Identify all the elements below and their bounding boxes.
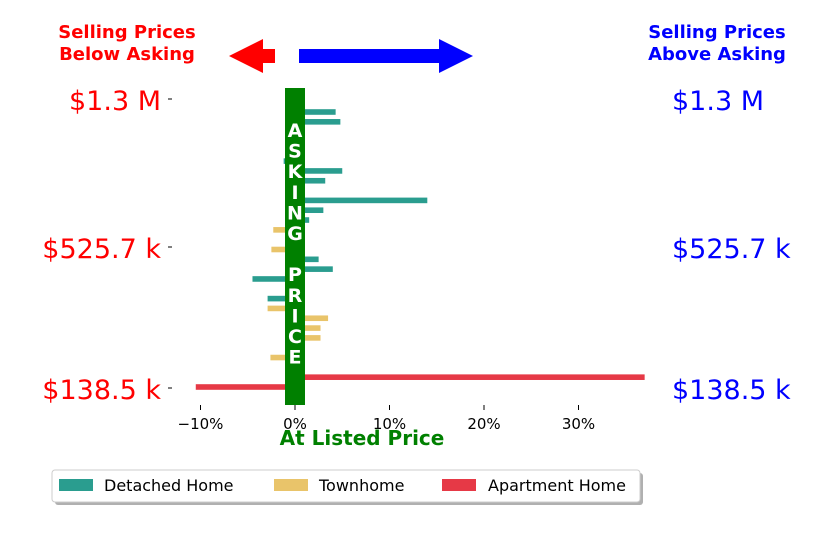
asking-letter: I	[291, 305, 298, 327]
bar-townhome	[295, 325, 321, 331]
bars-group	[195, 109, 645, 390]
right-arrow-icon	[299, 39, 473, 73]
legend-label-apartment: Apartment Home	[488, 476, 626, 495]
bar-detached-home	[295, 168, 343, 174]
asking-letter: A	[288, 120, 303, 142]
price-left-mid: $525.7 k	[42, 234, 161, 265]
asking-letter: K	[288, 161, 304, 183]
header-left-line1: Selling Prices	[58, 22, 195, 43]
legend-swatch-townhome	[274, 479, 308, 491]
price-right-bottom: $138.5 k	[672, 375, 791, 406]
bar-detached-home	[295, 197, 428, 204]
xtick-label: 0%	[283, 415, 307, 433]
header-left-line2: Below Asking	[59, 44, 195, 65]
bar-detached-home	[295, 109, 336, 115]
bar-apartment-home	[195, 384, 295, 390]
price-left-top: $1.3 M	[69, 86, 161, 117]
bar-townhome	[270, 354, 295, 361]
bar-detached-home	[295, 119, 341, 125]
legend: Detached Home Townhome Apartment Home	[51, 469, 643, 505]
bar-detached-home	[295, 177, 326, 184]
xtick-label: 20%	[467, 415, 500, 433]
asking-letter: P	[288, 264, 302, 286]
price-right-top: $1.3 M	[672, 86, 764, 117]
bar-detached-home	[295, 256, 319, 263]
asking-letter: R	[288, 285, 303, 307]
asking-letter: N	[287, 202, 303, 224]
xtick-label: 30%	[562, 415, 595, 433]
asking-letter: G	[287, 223, 303, 245]
asking-price-bar	[285, 88, 305, 405]
left-arrow-icon	[229, 39, 275, 73]
price-left-bottom: $138.5 k	[42, 375, 161, 406]
bar-detached-home	[267, 295, 295, 302]
legend-box	[51, 469, 641, 503]
bar-apartment-home	[295, 374, 645, 380]
asking-letter: S	[288, 141, 302, 163]
asking-letter: I	[291, 182, 298, 204]
xtick-label: 10%	[373, 415, 406, 433]
bar-detached-home	[295, 266, 333, 272]
header-right-line1: Selling Prices	[648, 22, 785, 43]
bar-townhome	[295, 315, 329, 322]
x-axis: −10% 0% 10% 20% 30%	[178, 405, 595, 433]
price-right-mid: $525.7 k	[672, 234, 791, 265]
bar-townhome	[271, 246, 295, 253]
legend-swatch-apartment	[442, 479, 476, 491]
asking-letter: C	[288, 326, 302, 348]
at-listed-price-label: At Listed Price	[280, 426, 445, 450]
legend-label-townhome: Townhome	[318, 476, 404, 495]
header-right-line2: Above Asking	[648, 44, 786, 65]
legend-swatch-detached	[59, 479, 93, 491]
bar-townhome	[295, 335, 321, 341]
bar-townhome	[267, 305, 295, 312]
asking-letter: E	[289, 347, 302, 369]
bar-townhome	[273, 227, 295, 233]
bar-detached-home	[295, 207, 324, 214]
xtick-label: −10%	[178, 415, 224, 433]
legend-label-detached: Detached Home	[104, 476, 234, 495]
bar-detached-home	[252, 276, 295, 282]
